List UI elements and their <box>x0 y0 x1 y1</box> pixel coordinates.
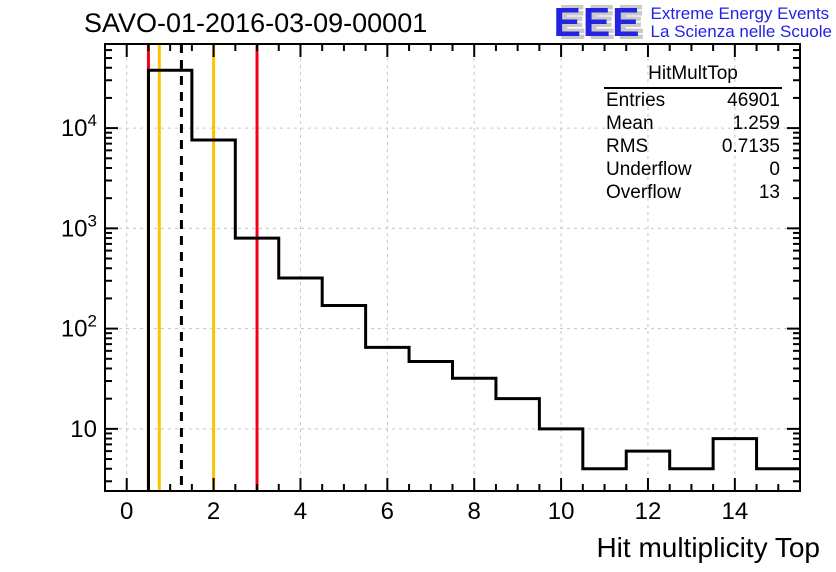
svg-text:8: 8 <box>468 498 481 525</box>
stats-box: HitMultTop Entries 46901 Mean 1.259 RMS … <box>604 62 782 204</box>
eee-tagline-italian: La Scienza nelle Scuole <box>650 22 832 41</box>
stats-row-mean: Mean 1.259 <box>604 112 782 135</box>
svg-text:0: 0 <box>120 498 133 525</box>
svg-text:10: 10 <box>548 498 575 525</box>
stats-label: Underflow <box>606 159 692 180</box>
stats-value: 0.7135 <box>721 136 780 157</box>
stats-label: Overflow <box>606 182 681 203</box>
eee-tagline-english: Extreme Energy Events <box>650 4 830 23</box>
svg-text:104: 104 <box>61 111 97 142</box>
stats-value: 0 <box>769 159 780 180</box>
svg-text:102: 102 <box>61 312 97 343</box>
eee-logo-text: EEE <box>553 0 642 45</box>
page-title: SAVO-01-2016-03-09-00001 <box>84 8 428 38</box>
marker-lines <box>146 44 259 491</box>
svg-text:6: 6 <box>381 498 394 525</box>
stats-row-entries: Entries 46901 <box>604 89 782 112</box>
svg-text:12: 12 <box>635 498 662 525</box>
stats-label: Mean <box>606 113 654 134</box>
stats-label: Entries <box>606 90 666 111</box>
stats-value: 1.259 <box>732 113 780 134</box>
stats-row-overflow: Overflow 13 <box>604 181 782 204</box>
svg-text:2: 2 <box>207 498 220 525</box>
stats-label: RMS <box>606 136 649 157</box>
svg-text:4: 4 <box>294 498 307 525</box>
stats-row-rms: RMS 0.7135 <box>604 135 782 158</box>
axis-ticks <box>105 44 800 491</box>
histogram-step <box>146 68 800 491</box>
eee-logo-taglines: Extreme Energy Events La Scienza nelle S… <box>651 5 832 41</box>
stats-value: 13 <box>758 182 780 203</box>
svg-text:14: 14 <box>721 498 748 525</box>
stats-value: 46901 <box>727 90 780 111</box>
x-axis-title: Hit multiplicity Top <box>596 532 820 563</box>
y-tick-labels: 10 102 103 104 <box>61 111 97 443</box>
x-tick-labels: 0 2 4 6 8 10 12 14 <box>120 498 748 525</box>
stats-row-underflow: Underflow 0 <box>604 158 782 181</box>
eee-logo: EEE Extreme Energy Events La Scienza nel… <box>553 0 832 45</box>
stats-box-title: HitMultTop <box>604 62 782 89</box>
svg-text:10: 10 <box>70 416 97 443</box>
svg-text:103: 103 <box>61 211 97 242</box>
